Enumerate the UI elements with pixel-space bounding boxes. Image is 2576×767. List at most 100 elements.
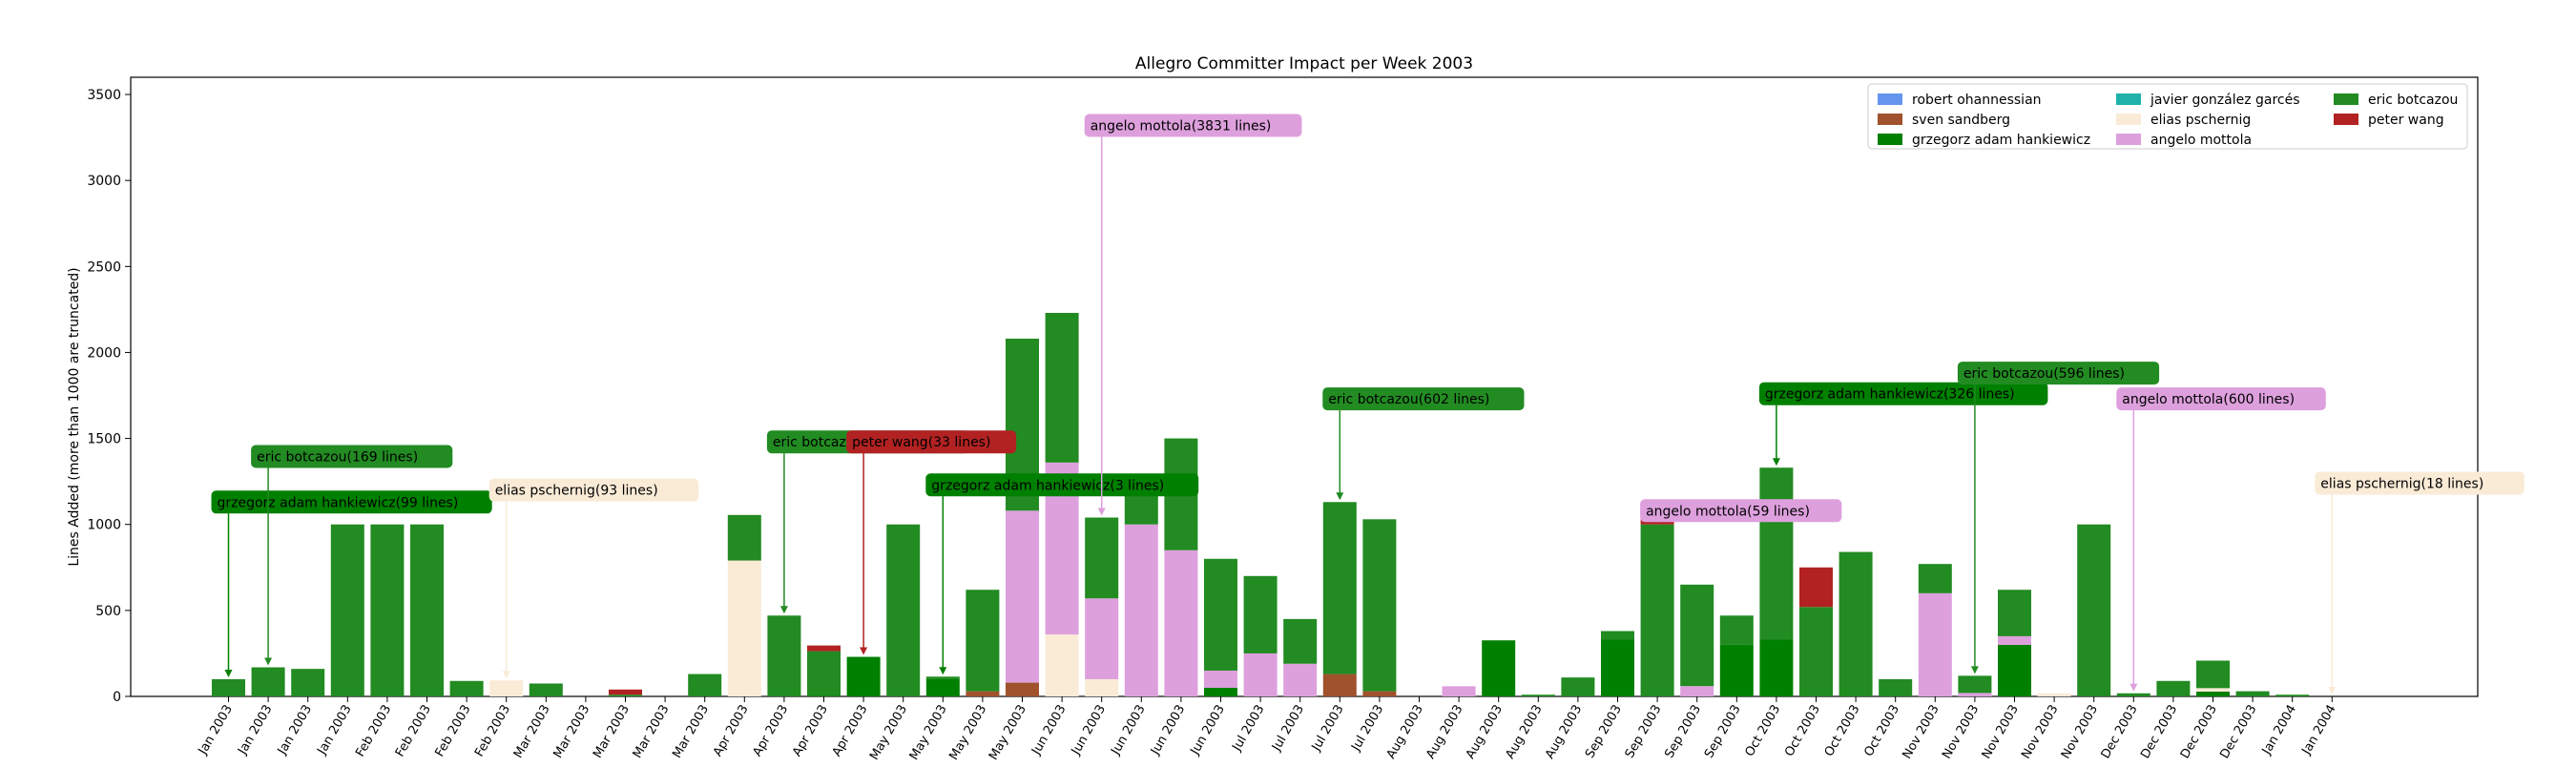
legend-label-angelo-mottola: angelo mottola [2150,133,2252,148]
legend-label-javier-gonzalez-garces: javier gonzález garcés [2150,93,2300,108]
x-tick-label: Sep 2003 [1623,703,1665,761]
bar-eric-botcazou [1561,677,1595,696]
x-tick-label: Aug 2003 [1464,703,1506,762]
x-tick-label: Feb 2003 [353,703,394,760]
legend-swatch-robert-ohannessian [1878,93,1902,105]
y-tick-label: 0 [113,690,121,705]
annotation-box [1957,362,2160,385]
legend-swatch-eric-botcazou [2334,93,2358,105]
legend-label-grzegorz-adam-hankiewicz: grzegorz adam hankiewicz [1912,133,2090,148]
x-tick-label: Sep 2003 [1583,703,1625,761]
annotation-box [1640,499,1842,523]
annotation-angelo-mottola: angelo mottola(3831 lines) [1084,114,1302,516]
legend-label-robert-ohannessian: robert ohannessian [1912,93,2042,108]
x-tick-label: Oct 2003 [1822,703,1863,759]
x-tick-label: Aug 2003 [1423,703,1465,762]
bar-eric-botcazou [2077,524,2111,696]
bar-grzegorz-adam-hankiewicz [807,695,841,696]
annotation-box [251,445,453,468]
bar-eric-botcazou [1045,312,1079,463]
annotation-label: eric botcazou(169 lines) [257,450,418,466]
x-tick-label: Jun 2003 [1028,703,1069,758]
bar-eric-botcazou [1243,575,1278,653]
bar-angelo-mottola [1204,670,1237,688]
x-tick-label: Jan 2004 [2259,703,2299,758]
bar-angelo-mottola [1006,510,1039,683]
bar-sven-sandberg [1362,691,1397,696]
x-tick-label: Feb 2003 [472,703,513,760]
bar-eric-botcazou [1322,502,1357,674]
bar-angelo-mottola [1442,686,1476,696]
annotation-label: eric botcazou(602 lines) [1328,392,1489,407]
annotation-peter-wang: peter wang(33 lines) [846,430,1017,655]
x-tick-label: Dec 2003 [2138,703,2180,762]
bar-eric-botcazou [1204,558,1237,671]
legend-swatch-peter-wang [2334,114,2358,125]
annotations: grzegorz adam hankiewicz(99 lines) eric b… [211,114,2524,694]
x-tick-label: Sep 2003 [1702,703,1744,761]
annotation-box [488,478,699,502]
annotation-arrowhead [2129,683,2138,692]
y-tick-label: 2000 [87,345,121,361]
annotation-elias-pschernig: elias pschernig(18 lines) [2315,471,2524,694]
x-tick-label: Jan 2003 [196,703,236,758]
annotation-eric-botcazou: eric botcazou(470 lines) [766,430,969,614]
x-tick-label: Nov 2003 [1980,703,2022,762]
annotation-box [211,490,492,514]
annotation-elias-pschernig: elias pschernig(93 lines) [488,478,699,679]
annotation-arrowhead [1970,666,1979,674]
bar-eric-botcazou [212,678,245,696]
bar-grzegorz-adam-hankiewicz [1601,639,1634,696]
bar-grzegorz-adam-hankiewicz [1204,687,1237,696]
annotation-label: grzegorz adam hankiewicz(99 lines) [218,495,459,510]
bar-eric-botcazou [727,514,761,561]
bar-elias-pschernig [2196,688,2230,692]
bar-peter-wang [609,689,642,695]
annotation-label: grzegorz adam hankiewicz(3 lines) [931,478,1164,493]
x-tick-label: Mar 2003 [670,703,712,761]
annotation-arrowhead [264,657,273,666]
bar-eric-botcazou [1719,615,1754,645]
bar-eric-botcazou [2275,694,2310,696]
annotation-arrowhead [779,606,788,614]
bar-eric-botcazou [449,680,484,696]
bar-eric-botcazou [251,667,285,696]
annotation-box [1322,387,1525,411]
x-tick-label: Feb 2003 [432,703,473,760]
annotation-arrowhead [1772,458,1780,466]
bar-eric-botcazou [370,524,405,696]
bar-eric-botcazou [807,651,841,696]
annotation-label: peter wang(33 lines) [852,435,990,450]
bar-elias-pschernig [727,560,761,696]
annotation-box [925,473,1199,497]
y-tick-label: 1000 [87,518,121,533]
bar-grzegorz-adam-hankiewicz [925,678,960,696]
annotation-arrowhead [2328,687,2337,694]
x-tick-label: Jun 2003 [1148,703,1188,758]
x-tick-label: Sep 2003 [1662,703,1704,761]
bar-elias-pschernig [1085,678,1119,696]
x-tick-label: May 2003 [946,703,989,763]
bar-peter-wang [807,645,841,652]
legend-label-sven-sandberg: sven sandberg [1912,113,2010,128]
bar-sven-sandberg [1006,682,1039,696]
annotation-box [2315,471,2524,495]
bar-eric-botcazou [2196,660,2230,689]
x-tick-label: Jan 2003 [235,703,275,758]
x-tick-label: Nov 2003 [1940,703,1982,762]
annotation-label: angelo mottola(600 lines) [2122,392,2295,407]
annotation-arrowhead [939,667,947,675]
annotation-box [1758,382,2048,405]
bar-grzegorz-adam-hankiewicz [1759,639,1794,696]
bar-grzegorz-adam-hankiewicz [2196,691,2230,696]
x-tick-label: Mar 2003 [511,703,553,761]
x-tick-label: May 2003 [867,703,910,763]
bar-eric-botcazou [1759,467,1794,640]
bar-angelo-mottola [1918,592,1952,696]
chart-title: Allegro Committer Impact per Week 2003 [1135,54,1473,73]
bar-angelo-mottola [1958,693,1992,696]
annotation-eric-botcazou: eric botcazou(596 lines) [1957,362,2160,674]
legend-label-elias-pschernig: elias pschernig [2150,113,2251,128]
bar-angelo-mottola [1998,635,2031,645]
x-tick-label: Feb 2003 [393,703,434,760]
